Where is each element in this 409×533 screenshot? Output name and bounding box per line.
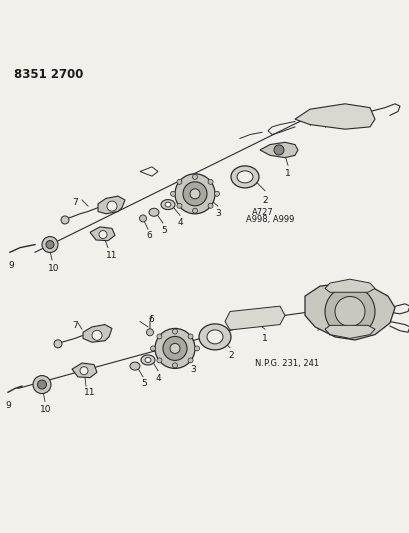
Polygon shape <box>324 325 374 338</box>
Circle shape <box>270 316 275 321</box>
Circle shape <box>267 313 277 324</box>
Text: 10: 10 <box>40 405 52 414</box>
Polygon shape <box>304 283 394 340</box>
Circle shape <box>80 367 88 375</box>
Circle shape <box>150 346 155 351</box>
Text: 11: 11 <box>106 251 117 260</box>
Circle shape <box>163 336 187 360</box>
Ellipse shape <box>230 166 258 188</box>
Circle shape <box>99 231 107 239</box>
Circle shape <box>188 358 193 363</box>
Circle shape <box>177 179 182 184</box>
Text: 4: 4 <box>178 219 183 228</box>
Circle shape <box>207 179 213 184</box>
Circle shape <box>273 145 283 155</box>
Circle shape <box>92 330 102 341</box>
Circle shape <box>192 174 197 180</box>
Circle shape <box>157 334 162 339</box>
Text: 1: 1 <box>284 169 290 178</box>
Text: 1: 1 <box>261 334 267 343</box>
Ellipse shape <box>145 358 151 362</box>
Circle shape <box>214 191 219 196</box>
Polygon shape <box>225 306 284 330</box>
Circle shape <box>172 329 177 334</box>
Circle shape <box>177 203 182 208</box>
Text: 6: 6 <box>148 316 153 325</box>
Text: 6: 6 <box>146 231 151 240</box>
Circle shape <box>42 237 58 253</box>
Circle shape <box>146 329 153 336</box>
Polygon shape <box>98 196 125 214</box>
Circle shape <box>33 376 51 393</box>
Ellipse shape <box>236 171 252 183</box>
Text: 9: 9 <box>8 262 14 271</box>
Circle shape <box>192 208 197 213</box>
Text: 3: 3 <box>214 209 220 218</box>
Text: 11: 11 <box>84 389 95 398</box>
Text: 4: 4 <box>155 374 161 383</box>
Circle shape <box>182 182 207 206</box>
Text: A998, A999: A998, A999 <box>245 215 294 224</box>
Polygon shape <box>139 167 157 176</box>
Text: A727: A727 <box>252 208 273 216</box>
Ellipse shape <box>207 330 222 344</box>
Text: 10: 10 <box>48 264 59 273</box>
Ellipse shape <box>130 362 139 370</box>
Text: N.P.G. 231, 241: N.P.G. 231, 241 <box>254 359 318 368</box>
Ellipse shape <box>148 208 159 216</box>
Circle shape <box>170 343 180 353</box>
Circle shape <box>170 191 175 196</box>
Text: 3: 3 <box>189 365 195 374</box>
Ellipse shape <box>164 202 171 207</box>
Text: 2: 2 <box>227 351 233 360</box>
Circle shape <box>54 340 62 348</box>
Circle shape <box>189 189 200 199</box>
Text: 5: 5 <box>161 226 166 235</box>
Circle shape <box>46 240 54 248</box>
Circle shape <box>155 328 195 368</box>
Polygon shape <box>90 227 115 241</box>
Text: 7: 7 <box>72 321 78 330</box>
Circle shape <box>188 334 193 339</box>
Polygon shape <box>83 325 112 342</box>
Circle shape <box>37 380 46 389</box>
Circle shape <box>334 296 364 327</box>
Ellipse shape <box>161 199 175 209</box>
Circle shape <box>175 174 214 214</box>
Ellipse shape <box>198 324 230 350</box>
Circle shape <box>207 203 213 208</box>
Polygon shape <box>72 363 97 378</box>
Polygon shape <box>324 279 374 292</box>
Polygon shape <box>294 104 374 129</box>
Circle shape <box>194 346 199 351</box>
Text: 5: 5 <box>141 379 146 388</box>
Circle shape <box>107 201 117 211</box>
Circle shape <box>324 287 374 336</box>
Text: 2: 2 <box>261 196 267 205</box>
Text: 7: 7 <box>72 198 78 207</box>
Ellipse shape <box>141 355 155 365</box>
Circle shape <box>139 215 146 222</box>
Text: 8351 2700: 8351 2700 <box>14 68 83 80</box>
Polygon shape <box>259 142 297 158</box>
Text: 9: 9 <box>5 401 11 410</box>
Circle shape <box>172 363 177 368</box>
Circle shape <box>157 358 162 363</box>
Circle shape <box>61 216 69 224</box>
